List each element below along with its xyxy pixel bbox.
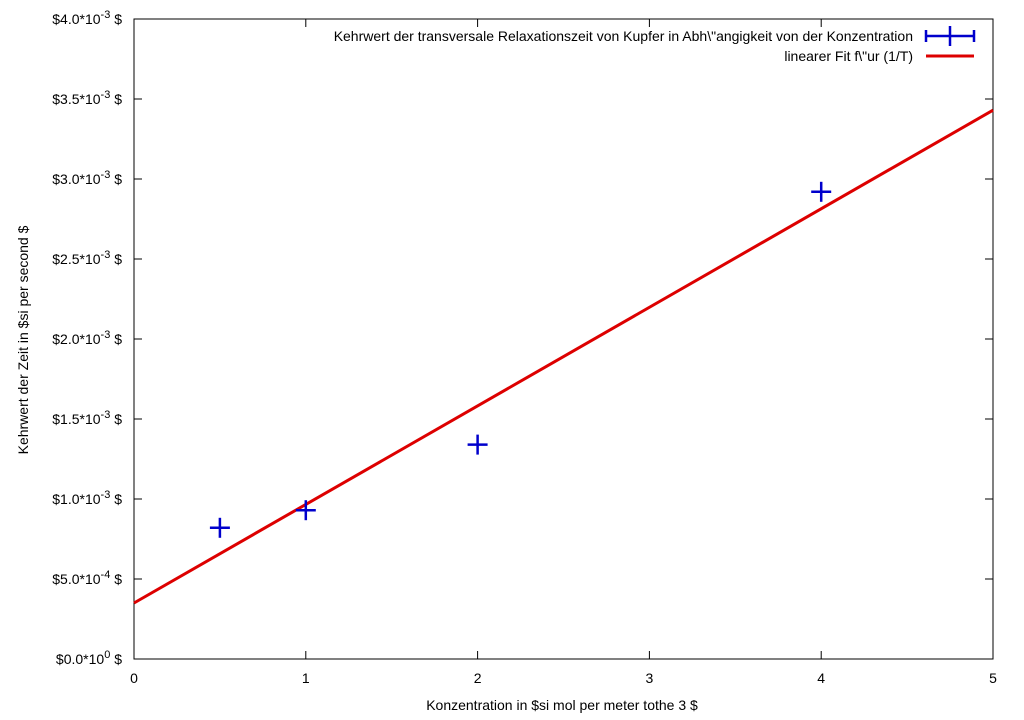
x-tick-label: 0 bbox=[130, 670, 138, 686]
data-point bbox=[209, 517, 230, 538]
y-tick-label-suffix: $ bbox=[110, 491, 122, 507]
y-tick-label-base: $2.0*10 bbox=[52, 331, 100, 347]
y-tick-label-base: $0.0*10 bbox=[56, 651, 104, 667]
y-tick-label-base: $5.0*10 bbox=[52, 571, 100, 587]
legend-label-fit: linearer Fit f\"ur (1/T) bbox=[784, 48, 913, 64]
y-tick-label-base: $4.0*10 bbox=[52, 11, 100, 27]
y-tick-label: $0.0*100 $ bbox=[56, 649, 122, 667]
y-tick-label-suffix: $ bbox=[110, 331, 122, 347]
y-tick-label: $1.5*10-3 $ bbox=[52, 409, 122, 427]
y-tick-label: $3.0*10-3 $ bbox=[52, 169, 122, 187]
x-axis-label: Konzentration in $si mol per meter tothe… bbox=[426, 697, 698, 713]
x-tick-label: 4 bbox=[817, 670, 825, 686]
y-tick-label-base: $3.5*10 bbox=[52, 91, 100, 107]
y-tick-label-exponent: -3 bbox=[101, 9, 111, 21]
x-tick-label: 2 bbox=[474, 670, 482, 686]
y-tick-label: $1.0*10-3 $ bbox=[52, 489, 122, 507]
data-point bbox=[467, 434, 488, 455]
y-tick-label-base: $1.0*10 bbox=[52, 491, 100, 507]
y-tick-label-base: $1.5*10 bbox=[52, 411, 100, 427]
y-tick-label: $4.0*10-3 $ bbox=[52, 9, 122, 27]
y-tick-label-exponent: -3 bbox=[101, 169, 111, 181]
data-point bbox=[811, 181, 832, 202]
y-tick-label-suffix: $ bbox=[110, 571, 122, 587]
fit-line bbox=[133, 108, 994, 605]
y-tick-label: $3.5*10-3 $ bbox=[52, 89, 122, 107]
y-tick-label-base: $2.5*10 bbox=[52, 251, 100, 267]
y-tick-label: $5.0*10-4 $ bbox=[52, 569, 122, 587]
y-tick-label-exponent: 0 bbox=[104, 649, 110, 661]
y-tick-label-suffix: $ bbox=[110, 171, 122, 187]
x-tick-label: 3 bbox=[646, 670, 654, 686]
y-tick-label-exponent: -3 bbox=[101, 329, 111, 341]
y-tick-label-suffix: $ bbox=[110, 11, 122, 27]
y-tick-label-suffix: $ bbox=[110, 91, 122, 107]
y-tick-label: $2.0*10-3 $ bbox=[52, 329, 122, 347]
axis-ticks: 0 1 2 3 4 5$0.0*100 $$5.0*10-4 $$1.0*10-3 $$1… bbox=[52, 9, 997, 686]
legend-entry-fit: linearer Fit f\"ur (1/T) bbox=[784, 48, 974, 64]
y-tick-label-base: $3.0*10 bbox=[52, 171, 100, 187]
legend-entry-measurements: Kehrwert der transversale Relaxationszei… bbox=[334, 26, 976, 46]
legend-label-measurements: Kehrwert der transversale Relaxationszei… bbox=[334, 28, 913, 44]
y-tick-label-exponent: -3 bbox=[101, 409, 111, 421]
y-tick-label-exponent: -4 bbox=[101, 569, 111, 581]
x-tick-label: 1 bbox=[302, 670, 310, 686]
fit-line-layer bbox=[133, 108, 994, 605]
y-tick-label-exponent: -3 bbox=[101, 89, 111, 101]
y-tick-label-suffix: $ bbox=[110, 411, 122, 427]
data-point bbox=[295, 500, 316, 521]
y-tick-label-exponent: -3 bbox=[101, 249, 111, 261]
y-axis-label: Kehrwert der Zeit in $si per second $ bbox=[15, 225, 31, 454]
y-tick-label-suffix: $ bbox=[110, 251, 122, 267]
legend: Kehrwert der transversale Relaxationszei… bbox=[334, 26, 976, 64]
y-tick-label: $2.5*10-3 $ bbox=[52, 249, 122, 267]
y-tick-label-suffix: $ bbox=[110, 651, 122, 667]
y-tick-label-exponent: -3 bbox=[101, 489, 111, 501]
x-tick-label: 5 bbox=[989, 670, 997, 686]
data-points-layer bbox=[209, 181, 832, 538]
